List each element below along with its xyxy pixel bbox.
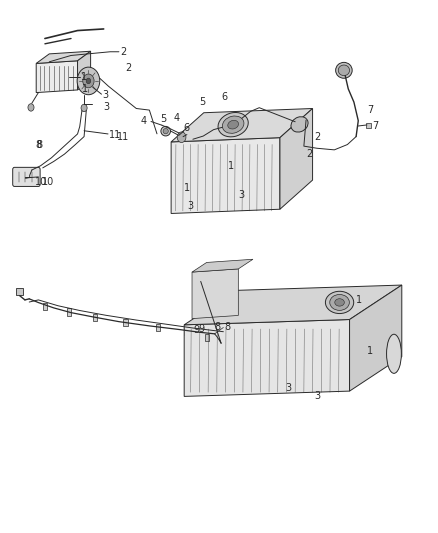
Text: 3: 3	[102, 90, 109, 100]
Circle shape	[177, 132, 186, 142]
Polygon shape	[36, 51, 91, 63]
Ellipse shape	[161, 126, 170, 136]
Polygon shape	[184, 285, 402, 325]
Ellipse shape	[163, 128, 168, 134]
Text: 3: 3	[285, 383, 291, 393]
Circle shape	[83, 74, 94, 88]
Text: 6: 6	[184, 123, 190, 133]
Text: 1: 1	[228, 161, 234, 171]
Ellipse shape	[228, 120, 239, 129]
Ellipse shape	[338, 65, 350, 76]
Circle shape	[77, 67, 100, 95]
Polygon shape	[350, 285, 402, 391]
Text: 7: 7	[367, 105, 373, 115]
Text: 6: 6	[221, 92, 227, 102]
Bar	[93, 314, 97, 321]
Text: 3: 3	[239, 190, 245, 200]
Polygon shape	[192, 269, 238, 319]
Polygon shape	[280, 109, 313, 209]
Polygon shape	[171, 138, 280, 214]
Bar	[67, 309, 71, 316]
Text: 8: 8	[215, 322, 221, 333]
Text: 10: 10	[42, 176, 54, 187]
Ellipse shape	[291, 117, 308, 132]
Text: 5: 5	[199, 97, 206, 107]
FancyBboxPatch shape	[13, 167, 40, 187]
Bar	[156, 324, 160, 331]
Circle shape	[81, 104, 87, 112]
Bar	[366, 123, 371, 128]
Bar	[184, 327, 188, 335]
Text: 1: 1	[367, 346, 373, 357]
Text: 2: 2	[120, 47, 127, 56]
Text: 1: 1	[81, 72, 87, 82]
Text: 2: 2	[125, 63, 132, 72]
Text: 3: 3	[315, 391, 321, 401]
Polygon shape	[78, 51, 91, 90]
Bar	[16, 288, 23, 295]
Ellipse shape	[335, 298, 344, 306]
Text: 1: 1	[356, 295, 362, 305]
Text: 2: 2	[315, 132, 321, 142]
Text: 8: 8	[35, 140, 42, 150]
Bar	[123, 319, 127, 326]
Text: 8: 8	[37, 140, 43, 150]
Text: 11: 11	[110, 130, 122, 140]
Text: 9: 9	[198, 324, 204, 334]
Bar	[205, 334, 209, 341]
Circle shape	[28, 104, 34, 111]
Text: 9: 9	[193, 325, 199, 335]
Polygon shape	[36, 61, 78, 93]
Text: 8: 8	[224, 322, 230, 333]
Text: 11: 11	[117, 132, 129, 142]
Text: 4: 4	[140, 117, 146, 126]
Ellipse shape	[330, 294, 350, 310]
Ellipse shape	[387, 334, 401, 373]
Text: 3: 3	[187, 200, 194, 211]
Text: 5: 5	[160, 115, 166, 125]
Text: 1: 1	[184, 183, 190, 193]
Bar	[43, 303, 47, 310]
Ellipse shape	[325, 292, 354, 313]
Text: 10: 10	[35, 176, 47, 187]
Polygon shape	[184, 319, 350, 397]
Polygon shape	[192, 259, 253, 272]
Polygon shape	[171, 109, 313, 142]
Ellipse shape	[223, 116, 244, 133]
Text: 4: 4	[173, 113, 180, 123]
Circle shape	[86, 78, 91, 84]
Text: 7: 7	[373, 121, 379, 131]
Ellipse shape	[218, 112, 248, 137]
Text: 2: 2	[307, 149, 313, 159]
Text: 1: 1	[82, 84, 88, 94]
Ellipse shape	[336, 62, 352, 78]
Text: 3: 3	[104, 102, 110, 112]
